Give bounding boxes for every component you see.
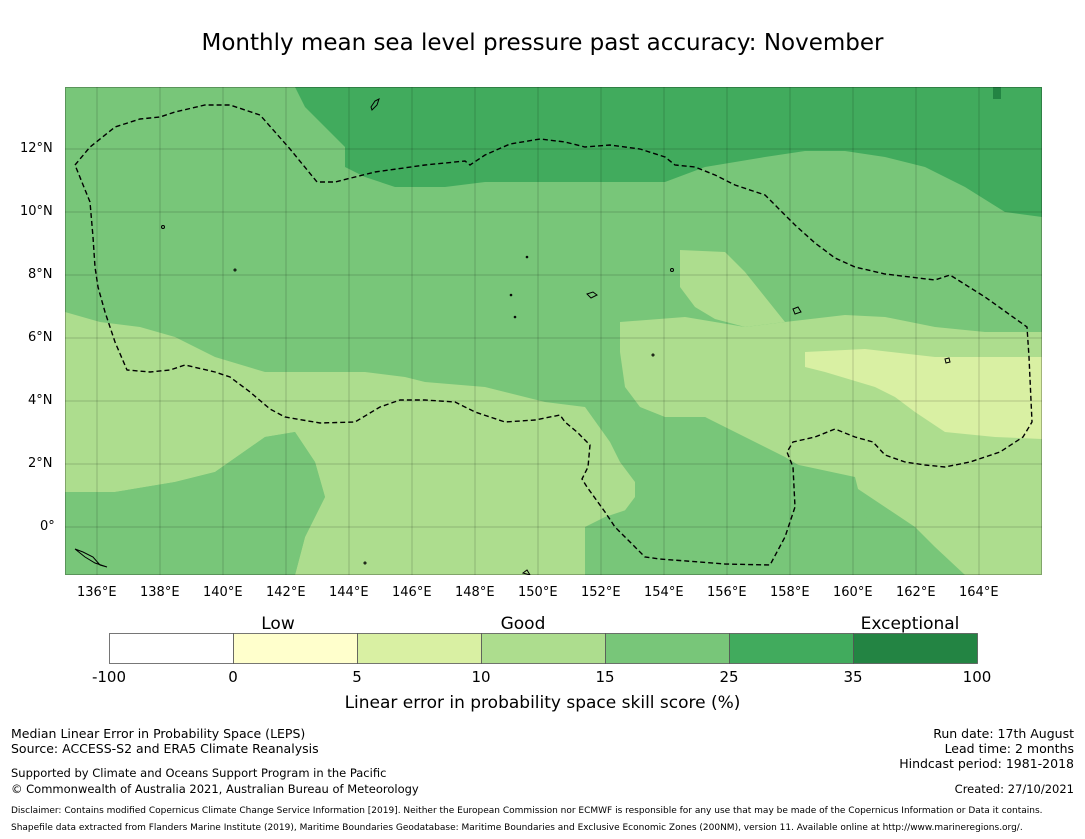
field-c5-spot (993, 87, 1001, 99)
colorbar-tick: 10 (471, 668, 491, 686)
graticule (65, 87, 1042, 575)
lat-tick: 8°N (28, 267, 53, 282)
chart-title: Monthly mean sea level pressure past acc… (201, 30, 884, 56)
footer-method: Median Linear Error in Probability Space… (11, 726, 306, 741)
lon-tick: 148°E (455, 585, 495, 600)
map-frame (65, 87, 1042, 575)
field-c3-southwest (65, 432, 325, 575)
lon-tick: 158°E (770, 585, 810, 600)
swatch-1 (233, 633, 358, 664)
island-guam (370, 98, 380, 111)
category-low: Low (261, 614, 295, 634)
lon-tick: 156°E (707, 585, 747, 600)
lon-tick: 138°E (140, 585, 180, 600)
island-kosrae (944, 357, 951, 364)
footer-run-date: Run date: 17th August (933, 726, 1074, 741)
lat-tick: 4°N (28, 393, 53, 408)
island-atoll-f (651, 353, 655, 357)
lon-tick: 154°E (644, 585, 684, 600)
colorbar-tick: 25 (719, 668, 739, 686)
lon-tick: 162°E (896, 585, 936, 600)
lon-tick: 152°E (581, 585, 621, 600)
swatch-0 (109, 633, 234, 664)
islands (74, 98, 951, 575)
field-c2-central (65, 312, 635, 575)
colorbar-tick: -100 (91, 668, 127, 686)
colorbar-tick: 5 (352, 668, 362, 686)
island-palau (74, 548, 108, 568)
footer-created: Created: 27/10/2021 (954, 782, 1074, 796)
lat-tick: 0° (40, 519, 55, 534)
colorbar-swatches (109, 633, 978, 664)
footer-lead-time: Lead time: 2 months (944, 741, 1074, 756)
colorbar-tick: 100 (962, 668, 992, 686)
field-c4-north (295, 87, 1042, 217)
field-c1-east (805, 349, 1042, 439)
lon-tick: 140°E (203, 585, 243, 600)
island-pohnpei (792, 306, 802, 315)
footer-support: Supported by Climate and Oceans Support … (11, 766, 387, 780)
eez-boundary (74, 104, 1033, 566)
footer-copyright: © Commonwealth of Australia 2021, Austra… (11, 782, 419, 796)
lat-tick: 2°N (28, 456, 53, 471)
colorbar-label: Linear error in probability space skill … (344, 693, 741, 713)
island-chuuk (586, 291, 598, 299)
footer-source: Source: ACCESS-S2 and ERA5 Climate Reana… (11, 741, 319, 756)
swatch-6 (853, 633, 978, 664)
lon-tick: 146°E (392, 585, 432, 600)
footer-disclaimer: Disclaimer: Contains modified Copernicus… (11, 806, 1043, 816)
island-atoll-g (363, 561, 367, 565)
field-c2-small (680, 250, 785, 327)
island-atoll-c (525, 255, 529, 259)
island-kapinga (521, 569, 531, 575)
field-c3-south (585, 417, 965, 575)
island-atoll-d (509, 293, 513, 297)
skill-fields (65, 87, 1042, 575)
colorbar-tick: 35 (843, 668, 863, 686)
lon-tick: 136°E (77, 585, 117, 600)
swatch-5 (729, 633, 854, 664)
lon-tick: 164°E (959, 585, 999, 600)
lat-tick: 6°N (28, 330, 53, 345)
lat-tick: 10°N (20, 204, 53, 219)
lon-tick: 144°E (329, 585, 369, 600)
island-atoll-e (513, 315, 517, 319)
skill-map (65, 87, 1042, 575)
footer-hindcast: Hindcast period: 1981-2018 (899, 756, 1074, 771)
category-exceptional: Exceptional (860, 614, 960, 634)
colorbar-tick: 15 (595, 668, 615, 686)
island-atoll-a (233, 268, 237, 272)
lon-tick: 150°E (518, 585, 558, 600)
swatch-4 (605, 633, 730, 664)
swatch-3 (481, 633, 606, 664)
category-good: Good (500, 614, 546, 634)
swatch-2 (357, 633, 482, 664)
island-yap (161, 225, 165, 229)
colorbar-tick: 0 (228, 668, 238, 686)
footer-shapefile: Shapefile data extracted from Flanders M… (11, 823, 1023, 833)
island-atoll-b (670, 268, 674, 272)
lat-tick: 12°N (20, 141, 53, 156)
lon-tick: 160°E (833, 585, 873, 600)
lon-tick: 142°E (266, 585, 306, 600)
